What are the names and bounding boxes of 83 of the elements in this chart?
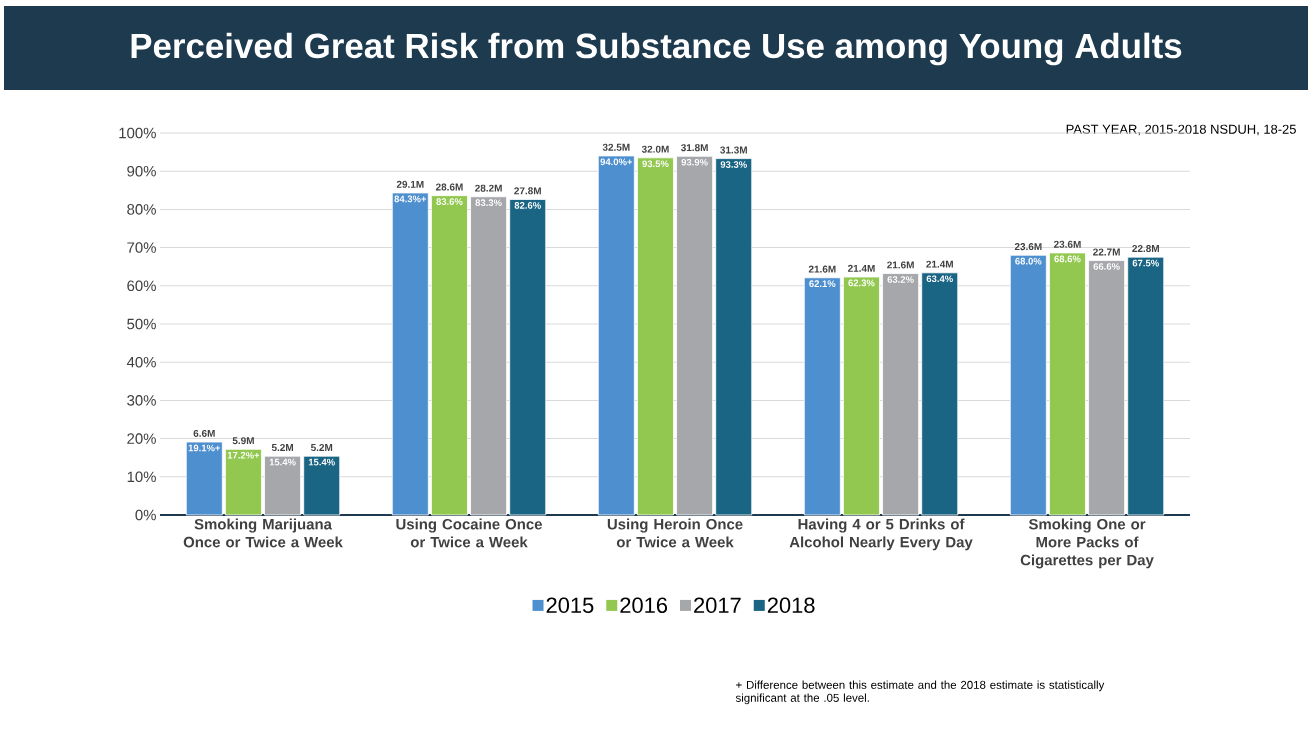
bar xyxy=(225,448,262,516)
annotation: 28.6M xyxy=(435,183,463,191)
data-label: 15.4% xyxy=(308,458,335,466)
y-tick-label: 100% xyxy=(119,127,156,139)
data-label: 66.6% xyxy=(1093,263,1120,270)
bar xyxy=(803,277,841,516)
annotation: 21.6M xyxy=(808,265,836,273)
x-tick-label: Using Heroin Once or Twice a Week xyxy=(607,518,743,548)
data-label: 83.3% xyxy=(475,199,502,207)
bar xyxy=(1127,256,1165,516)
bar xyxy=(715,158,753,516)
bar xyxy=(1009,254,1047,516)
annotation: 22.7M xyxy=(1093,248,1120,256)
chart-subtitle: PAST YEAR, 2015-2018 NSDUH, 18-25 xyxy=(1066,124,1296,136)
annotation: 6.6M xyxy=(193,429,215,437)
data-label: 93.5% xyxy=(642,160,669,168)
x-tick-label: Smoking One or More Packs of Cigarettes per Day xyxy=(1020,518,1154,569)
bar xyxy=(921,272,959,516)
data-label: 94.0%+ xyxy=(600,158,633,166)
bar xyxy=(676,155,714,516)
annotation: 21.4M xyxy=(926,260,953,268)
annotation: 5.2M xyxy=(310,444,333,452)
text: + Difference between this estimate and the 2018 estimate is statistically significant at the .05 level. xyxy=(735,680,1105,705)
bar xyxy=(185,441,223,516)
annotation: 5.2M xyxy=(271,444,293,452)
annotation: 32.5M xyxy=(602,143,630,151)
annotation: 23.6M xyxy=(1014,243,1042,251)
y-tick-label: 40% xyxy=(126,356,156,368)
data-label: 93.9% xyxy=(681,158,708,166)
legend-label: 2017 xyxy=(694,597,741,614)
annotation: 21.4M xyxy=(847,264,875,272)
data-label: 62.1% xyxy=(809,280,836,288)
data-label: 63.2% xyxy=(887,276,914,283)
y-tick-label: 90% xyxy=(127,165,156,177)
legend-label: 2018 xyxy=(767,597,815,614)
annotation: 5.9M xyxy=(232,437,254,445)
bar xyxy=(1088,260,1126,516)
data-label: 68.0% xyxy=(1015,257,1042,265)
bar xyxy=(431,195,468,516)
annotation: 31.8M xyxy=(680,144,708,152)
annotation: 28.2M xyxy=(475,184,502,192)
data-label: 93.3% xyxy=(720,161,747,168)
bar xyxy=(470,196,508,516)
x-tick-label: Using Cocaine Once or Twice a Week xyxy=(396,518,542,548)
bar xyxy=(843,276,880,516)
bar xyxy=(1049,252,1086,516)
annotation: 31.3M xyxy=(720,146,747,154)
x-tick-label: Smoking Marijuana Once or Twice a Week xyxy=(183,518,343,548)
annotation: 22.8M xyxy=(1132,244,1159,253)
annotation: 32.0M xyxy=(641,145,669,153)
y-tick-label: 0% xyxy=(135,509,156,521)
data-label: 63.4% xyxy=(926,275,953,283)
data-label: 83.6% xyxy=(436,198,463,205)
bar xyxy=(882,273,920,516)
data-label: 15.4% xyxy=(269,458,296,466)
y-tick-label: 30% xyxy=(127,395,156,406)
y-tick-label: 10% xyxy=(127,471,156,483)
y-tick-label: 50% xyxy=(127,318,156,330)
data-label: 19.1%+ xyxy=(188,444,221,452)
annotation: 23.6M xyxy=(1053,240,1081,248)
data-label: 82.6% xyxy=(514,202,541,209)
data-label: 62.3% xyxy=(848,279,875,287)
y-tick-label: 20% xyxy=(127,433,156,444)
data-label: 68.6% xyxy=(1054,255,1081,263)
legend-label: 2016 xyxy=(620,597,668,614)
y-tick-label: 60% xyxy=(127,280,156,292)
y-tick-label: 70% xyxy=(127,242,156,253)
bar xyxy=(509,199,547,516)
legend-label: 2015 xyxy=(546,597,594,614)
annotation: 29.1M xyxy=(396,180,424,188)
bar xyxy=(597,155,635,516)
annotation: 21.6M xyxy=(887,261,914,269)
y-tick-label: 80% xyxy=(127,204,156,215)
bar xyxy=(391,192,429,516)
bar xyxy=(264,455,301,516)
bar xyxy=(303,455,341,516)
data-label: 84.3%+ xyxy=(394,195,427,203)
chart-title: Perceived Great Risk from Substance Use among Young Adults xyxy=(131,32,1182,66)
x-tick-label: Having 4 or 5 Drinks of Alcohol Nearly Every Day xyxy=(789,518,973,551)
annotation: 27.8M xyxy=(514,187,541,195)
bar xyxy=(637,157,674,516)
data-label: 17.2%+ xyxy=(227,451,260,459)
data-label: 67.5% xyxy=(1132,259,1159,267)
